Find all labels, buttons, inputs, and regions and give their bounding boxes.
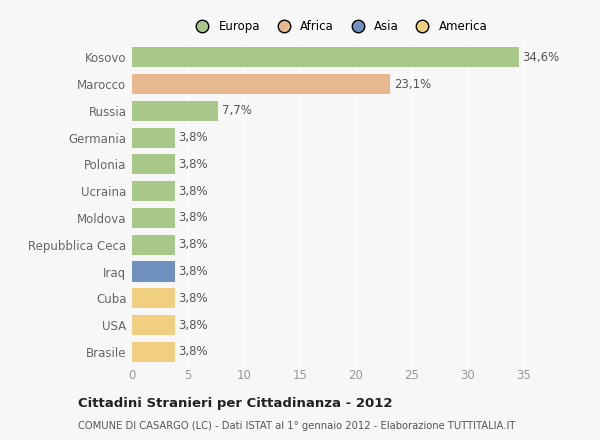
Bar xyxy=(132,288,175,308)
Text: 3,8%: 3,8% xyxy=(178,292,208,305)
Bar xyxy=(132,101,218,121)
Bar xyxy=(132,154,175,175)
Text: 7,7%: 7,7% xyxy=(221,104,251,117)
Legend: Europa, Africa, Asia, America: Europa, Africa, Asia, America xyxy=(188,18,490,36)
Text: 3,8%: 3,8% xyxy=(178,345,208,358)
Bar xyxy=(132,342,175,362)
Text: COMUNE DI CASARGO (LC) - Dati ISTAT al 1° gennaio 2012 - Elaborazione TUTTITALIA: COMUNE DI CASARGO (LC) - Dati ISTAT al 1… xyxy=(78,421,515,431)
Bar xyxy=(132,235,175,255)
Text: 23,1%: 23,1% xyxy=(394,77,431,91)
Text: 3,8%: 3,8% xyxy=(178,131,208,144)
Bar xyxy=(132,48,519,67)
Text: 3,8%: 3,8% xyxy=(178,158,208,171)
Bar xyxy=(132,74,391,94)
Bar xyxy=(132,181,175,201)
Bar xyxy=(132,208,175,228)
Text: 3,8%: 3,8% xyxy=(178,319,208,332)
Text: 3,8%: 3,8% xyxy=(178,238,208,251)
Text: 3,8%: 3,8% xyxy=(178,265,208,278)
Text: 34,6%: 34,6% xyxy=(523,51,560,64)
Text: 3,8%: 3,8% xyxy=(178,185,208,198)
Text: Cittadini Stranieri per Cittadinanza - 2012: Cittadini Stranieri per Cittadinanza - 2… xyxy=(78,397,392,410)
Text: 3,8%: 3,8% xyxy=(178,212,208,224)
Bar xyxy=(132,261,175,282)
Bar xyxy=(132,128,175,148)
Bar xyxy=(132,315,175,335)
